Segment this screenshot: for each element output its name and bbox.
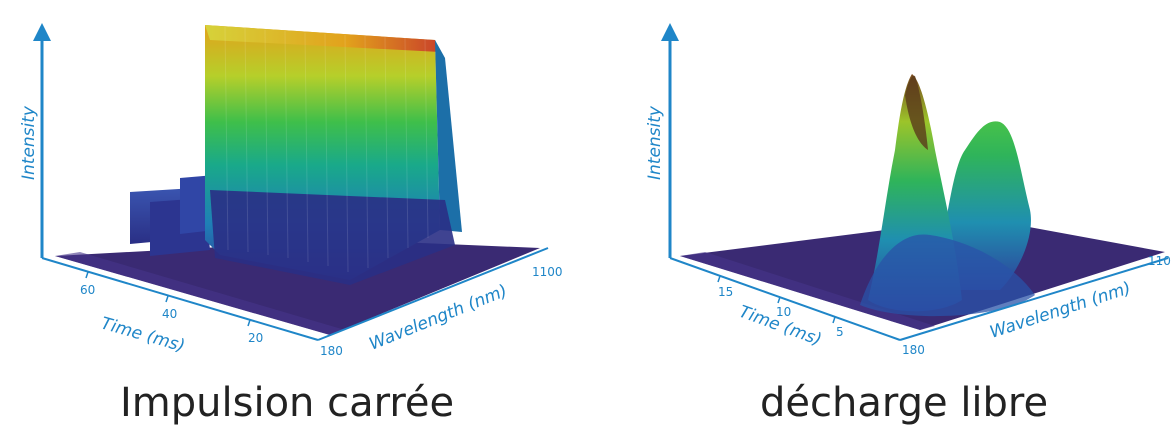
caption-left: Impulsion carrée xyxy=(120,380,454,426)
y-tick-right-1: 110 xyxy=(1148,254,1171,268)
chart-right: Intensity Time (ms) Wavelength (nm) 15 1… xyxy=(645,23,1171,426)
z-label-right: Intensity xyxy=(645,105,665,180)
caption-right: décharge libre xyxy=(760,380,1048,426)
wall-streaks xyxy=(224,26,429,273)
floor-right-shade xyxy=(680,252,935,330)
x-tick-right-1: 10 xyxy=(776,305,791,319)
x-tick-left-1: 40 xyxy=(162,307,177,321)
chart-left: Intensity Time (ms) Wavelength (nm) 60 4… xyxy=(19,23,563,426)
wall-side xyxy=(435,40,462,232)
y-tick-left-1: 1100 xyxy=(532,265,563,279)
y-axis-right xyxy=(899,257,1169,341)
x-tick-right-2: 5 xyxy=(836,325,844,339)
peak-base xyxy=(860,234,1035,317)
wall-base xyxy=(210,190,455,285)
y-tick-left-0: 180 xyxy=(320,344,343,358)
x-ticks-right xyxy=(717,275,836,324)
z-label-left: Intensity xyxy=(19,105,39,180)
y-axis-left xyxy=(317,247,549,341)
x-ticks-left xyxy=(85,271,251,327)
y-tick-right-0: 180 xyxy=(902,343,925,357)
wall-top xyxy=(205,25,440,52)
peak-main-highlight xyxy=(905,75,928,150)
x-axis-right xyxy=(669,257,901,341)
x-tick-left-0: 60 xyxy=(80,283,95,297)
floor-left-shade xyxy=(55,252,345,335)
x-tick-right-0: 15 xyxy=(718,285,733,299)
x-tick-left-2: 20 xyxy=(248,331,263,345)
x-axis-left xyxy=(41,257,319,341)
floor-left xyxy=(55,240,540,335)
